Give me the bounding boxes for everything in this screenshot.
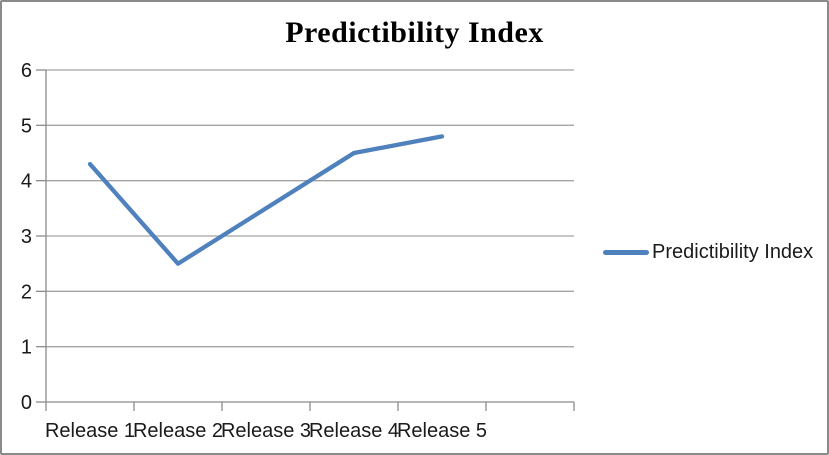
chart-title: Predictibility Index — [285, 16, 544, 49]
x-axis-label-5: Release 5 — [397, 420, 487, 442]
legend-label: Predictibility Index — [652, 240, 814, 263]
y-axis-label-5: 5 — [21, 115, 32, 137]
legend: Predictibility Index — [603, 238, 813, 266]
x-axis-label-3: Release 3 — [221, 420, 311, 442]
y-axis-label-1: 1 — [21, 337, 32, 359]
x-axis-label-4: Release 4 — [309, 420, 399, 442]
data-line-predictibility-index — [87, 134, 445, 266]
y-axis-label-3: 3 — [21, 226, 32, 248]
y-axis-label-4: 4 — [21, 171, 32, 193]
y-axis-label-6: 6 — [21, 60, 32, 82]
y-axis-label-0: 0 — [21, 392, 32, 414]
x-axis-label-1: Release 1 — [45, 420, 135, 442]
x-axis-label-2: Release 2 — [133, 420, 223, 442]
y-axis-label-2: 2 — [21, 281, 32, 303]
legend-line-marker — [603, 249, 649, 255]
